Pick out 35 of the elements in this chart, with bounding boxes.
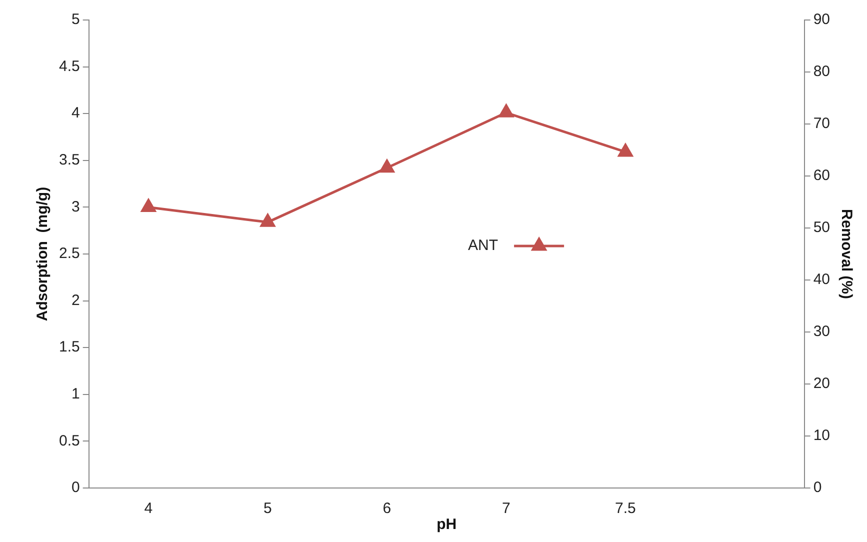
y-tick-label: 0.5 [58,432,80,450]
x-tick-label: 7 [502,500,510,518]
x-tick-label: 5 [264,500,272,518]
y-tick-label: 1 [72,386,80,403]
y2-tick-label: 10 [813,427,830,444]
y-tick-label: 2 [72,292,80,309]
y-tick-label: 4 [72,104,80,122]
y2-tick-label: 50 [813,219,830,236]
point [260,214,276,227]
y2-tick-label: 90 [813,11,830,28]
y-tick-label: 5 [72,11,80,28]
point [141,198,156,212]
point [380,160,394,173]
y-tick-label: 0 [72,479,80,496]
y2-tick-label: 60 [813,167,830,184]
y-tick-label: 4.5 [58,58,80,75]
y-tick-label: 1.5 [58,338,80,356]
y2-tick-label: 40 [813,271,830,288]
y2-tick-label: 20 [813,375,830,392]
y2-axis-title: Removal (%) [838,208,855,300]
y2-tick-label: 70 [813,115,830,132]
legend-label: ANT [468,237,498,254]
y2-tick-label: 0 [813,479,822,496]
point [618,144,633,157]
y-axis-title: Adsorption (mg/g) [34,186,52,322]
y-tick-label: 3.5 [58,152,80,169]
x-tick-label: 7.5 [615,500,636,518]
y-tick-label: 3 [72,198,80,216]
y2-tick-label: 30 [813,323,830,340]
y-tick-label: 2.5 [58,245,80,262]
x-tick-label: 6 [382,500,392,518]
x-tick-label: 4 [144,500,153,518]
x-axis-title: pH [436,516,457,534]
point [498,104,514,118]
y2-tick-label: 80 [813,63,830,80]
